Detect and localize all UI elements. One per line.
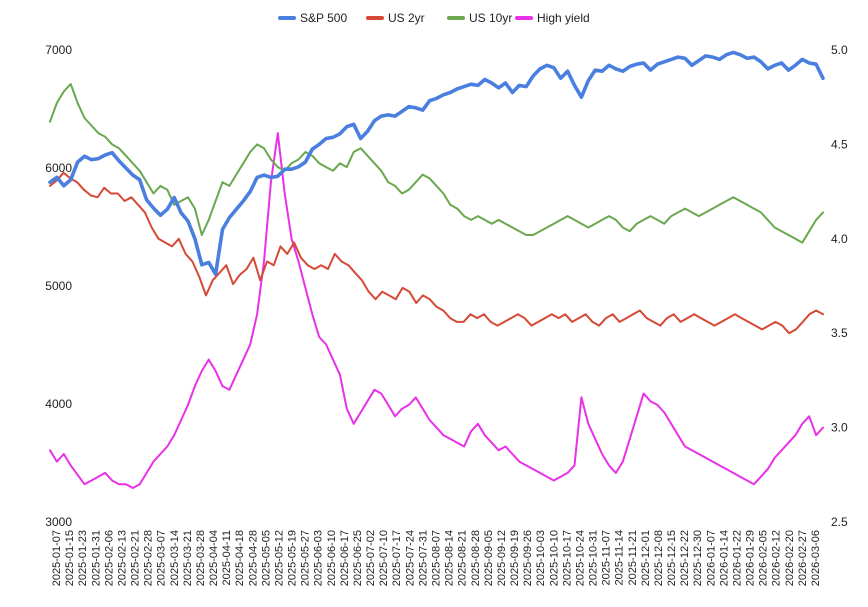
y-right-tick-label: 4.0 (831, 232, 848, 246)
x-tick-label: 2026-01-22 (732, 530, 744, 586)
x-tick-label: 2025-05-12 (274, 530, 286, 586)
legend-label: US 10yr (469, 11, 512, 25)
x-tick-label: 2025-12-08 (653, 530, 665, 586)
x-tick-label: 2026-02-12 (771, 530, 783, 586)
x-tick-label: 2025-09-12 (496, 530, 508, 586)
x-tick-label: 2026-02-27 (797, 530, 809, 586)
x-tick-label: 2025-06-03 (313, 530, 325, 586)
x-tick-label: 2025-04-11 (221, 530, 233, 585)
x-tick-label: 2026-03-06 (810, 530, 822, 586)
x-tick-label: 2025-09-19 (509, 530, 521, 586)
x-tick-label: 2025-12-30 (692, 530, 704, 586)
y-left-tick-label: 3000 (45, 515, 72, 529)
x-tick-label: 2025-12-01 (640, 530, 652, 586)
x-tick-label: 2025-10-10 (548, 530, 560, 586)
legend-label: S&P 500 (300, 11, 347, 25)
right-axis: 2.5 3.0 3.5 4.0 4.5 5.0 (831, 43, 848, 529)
x-tick-label: 2025-08-21 (457, 530, 469, 586)
legend-label: High yield (537, 11, 590, 25)
y-right-tick-label: 2.5 (831, 515, 848, 529)
x-tick-label: 2026-01-29 (745, 530, 757, 586)
x-tick-label: 2025-11-07 (601, 530, 613, 585)
x-tick-label: 2025-02-06 (103, 530, 115, 586)
x-tick-label: 2025-11-14 (614, 530, 626, 585)
x-tick-label: 2025-03-07 (156, 530, 168, 586)
x-tick-label: 2025-09-05 (483, 530, 495, 586)
x-tick-label: 2025-05-05 (260, 530, 272, 586)
x-tick-label: 2025-01-15 (64, 530, 76, 586)
x-tick-label: 2025-10-03 (535, 530, 547, 586)
x-tick-label: 2025-12-15 (666, 530, 678, 586)
x-tick-label: 2025-10-24 (574, 530, 586, 586)
y-left-tick-label: 4000 (45, 397, 72, 411)
x-tick-label: 2025-06-17 (339, 530, 351, 586)
x-tick-label: 2025-04-18 (234, 530, 246, 586)
x-tick-label: 2025-07-02 (365, 530, 377, 586)
x-tick-label: 2025-04-28 (247, 530, 259, 586)
series-line-us-10yr (49, 83, 824, 244)
x-tick-label: 2025-04-04 (208, 530, 220, 586)
x-tick-label: 2025-11-21 (627, 530, 639, 585)
x-tick-label: 2025-02-21 (130, 530, 142, 586)
series-line-us-2yr (49, 171, 824, 335)
x-tick-label: 2025-07-31 (417, 530, 429, 586)
x-tick-label: 2025-07-24 (404, 530, 416, 586)
x-tick-label: 2025-10-31 (588, 530, 600, 586)
x-tick-label: 2025-01-23 (77, 530, 89, 586)
legend: S&P 500 US 2yr US 10yr High yield (278, 11, 590, 25)
legend-label: US 2yr (388, 11, 425, 25)
x-tick-label: 2025-06-25 (352, 530, 364, 586)
x-tick-label: 2025-06-10 (326, 530, 338, 586)
y-right-tick-label: 3.5 (831, 326, 848, 340)
y-left-tick-label: 5000 (45, 279, 72, 293)
x-tick-label: 2026-02-20 (784, 530, 796, 586)
x-tick-label: 2025-08-14 (444, 530, 456, 586)
y-right-tick-label: 5.0 (831, 43, 848, 57)
y-right-tick-label: 4.5 (831, 137, 848, 151)
left-axis: 3000 4000 5000 6000 7000 (45, 43, 72, 529)
series-layer (48, 50, 825, 489)
y-right-tick-label: 3.0 (831, 421, 848, 435)
x-tick-label: 2025-07-10 (378, 530, 390, 586)
x-tick-label: 2026-01-07 (705, 530, 717, 586)
y-left-tick-label: 7000 (45, 43, 72, 57)
y-left-tick-label: 6000 (45, 161, 72, 175)
x-tick-label: 2025-01-07 (51, 530, 63, 586)
x-tick-label: 2025-03-21 (182, 530, 194, 586)
x-tick-label: 2025-12-22 (679, 530, 691, 586)
x-tick-label: 2025-05-19 (287, 530, 299, 586)
x-tick-label: 2025-02-13 (116, 530, 128, 586)
x-tick-label: 2025-03-28 (195, 530, 207, 586)
x-tick-label: 2025-05-27 (300, 530, 312, 586)
x-axis: 2025-01-07 2025-01-15 2025-01-23 2025-01-31… (51, 530, 822, 586)
x-tick-label: 2025-03-14 (169, 530, 181, 586)
x-tick-label: 2025-07-17 (391, 530, 403, 586)
x-tick-label: 2025-02-28 (143, 530, 155, 586)
series-line-high-yield (49, 132, 824, 489)
x-tick-label: 2025-08-07 (431, 530, 443, 586)
x-tick-label: 2025-08-28 (470, 530, 482, 586)
x-tick-label: 2025-09-26 (522, 530, 534, 586)
x-tick-label: 2025-01-31 (90, 530, 102, 586)
x-tick-label: 2026-02-05 (758, 530, 770, 586)
x-tick-label: 2026-01-14 (718, 530, 730, 586)
x-tick-label: 2025-10-17 (561, 530, 573, 586)
series-line-s-p-500 (48, 50, 825, 277)
